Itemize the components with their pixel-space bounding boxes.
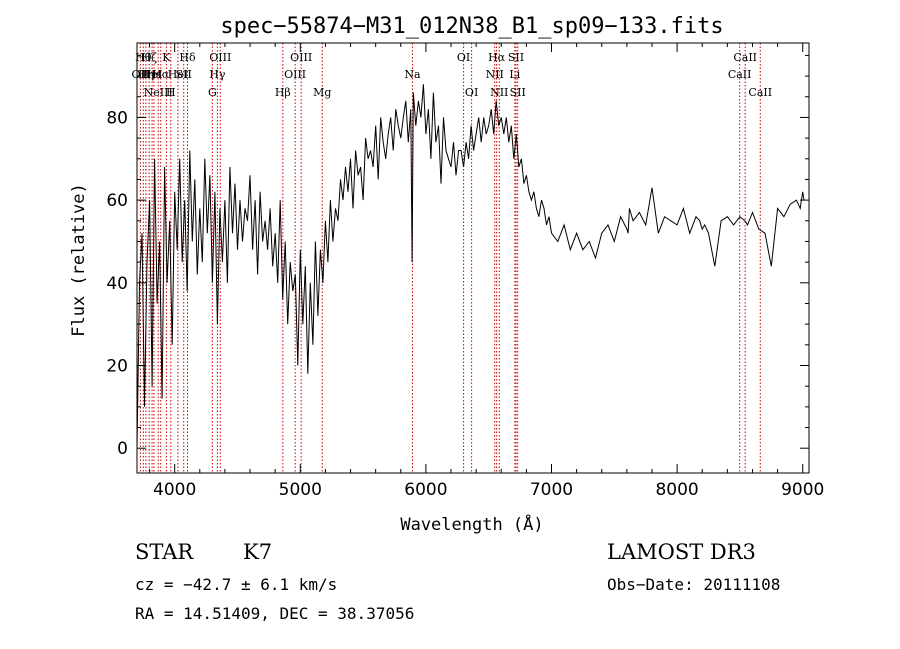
y-tick-label: 20 xyxy=(106,357,128,377)
line-marker-label: Hα xyxy=(488,51,506,64)
line-marker-label: K xyxy=(162,51,171,64)
x-axis-ticks: 4000 5000 6000 7000 8000 9000 xyxy=(149,43,824,500)
line-marker-label: NII xyxy=(490,86,508,99)
line-marker-label: OI xyxy=(465,86,478,99)
object-class: STAR xyxy=(135,540,194,564)
y-tick-label: 40 xyxy=(106,274,128,294)
line-marker-label: Na xyxy=(404,68,421,81)
line-marker-label: HeI xyxy=(168,68,188,81)
line-marker-label: CaII xyxy=(748,86,772,99)
line-marker-label: Mg xyxy=(313,86,331,99)
x-tick-label: 7000 xyxy=(530,480,573,500)
y-tick-label: 80 xyxy=(106,108,128,128)
y-tick-label: 60 xyxy=(106,191,128,211)
y-axis-label: Flux (relative) xyxy=(69,183,89,337)
line-marker-label: Hβ xyxy=(275,86,291,99)
line-marker-label: OIII xyxy=(209,51,231,64)
spectrum-line xyxy=(136,84,805,449)
plot-frame xyxy=(136,42,810,474)
line-marker-label: CaII xyxy=(728,68,752,81)
line-marker-label: SII xyxy=(508,51,524,64)
line-marker-label: OII xyxy=(132,68,150,81)
x-tick-label: 8000 xyxy=(655,480,698,500)
line-marker-label: OI xyxy=(457,51,470,64)
x-tick-label: 5000 xyxy=(279,480,322,500)
line-marker-label: OIII xyxy=(284,68,306,81)
x-tick-label: 6000 xyxy=(404,480,447,500)
line-marker-label: HeI xyxy=(142,68,162,81)
line-marker-label: G xyxy=(208,86,217,99)
line-marker-label: H xyxy=(166,86,176,99)
line-marker-label: CaII xyxy=(733,51,757,64)
object-subclass: K7 xyxy=(243,540,273,564)
line-marker-label: Hθ xyxy=(135,51,152,64)
observation-date: Obs−Date: 20111108 xyxy=(607,575,781,594)
x-tick-label: 4000 xyxy=(153,480,196,500)
line-marker-label: OIII xyxy=(290,51,312,64)
line-marker-label: Hγ xyxy=(209,68,226,81)
redshift-velocity: cz = −42.7 ± 6.1 km/s xyxy=(135,575,338,594)
line-marker-label: Hε xyxy=(146,68,162,81)
line-marker-label: Hη xyxy=(138,68,154,81)
chart-title: spec−55874−M31_012N38_B1_sp09−133.fits xyxy=(220,14,723,39)
coordinates: RA = 14.51409, DEC = 38.37056 xyxy=(135,604,415,623)
x-axis-label: Wavelength (Å) xyxy=(400,513,543,535)
y-axis-ticks: 0 20 40 60 80 xyxy=(106,54,809,459)
y-tick-label: 0 xyxy=(117,439,128,459)
line-marker-label: NeIII xyxy=(144,86,173,99)
line-marker-label: Hδ xyxy=(179,51,196,64)
line-marker-label: Hζ xyxy=(141,51,157,64)
line-marker-labels: OIIHθHηHζHeIHεNeIIIHαKHHeISIIHδGHγOIIIHβ… xyxy=(132,51,773,99)
line-marker-label: Li xyxy=(509,68,520,81)
line-markers xyxy=(139,43,761,473)
line-marker-label: SII xyxy=(510,86,526,99)
survey-label: LAMOST DR3 xyxy=(607,540,756,564)
line-marker-label: Hα xyxy=(152,68,170,81)
line-marker-label: NII xyxy=(486,68,504,81)
x-tick-label: 9000 xyxy=(781,480,824,500)
line-marker-label: SII xyxy=(176,68,192,81)
